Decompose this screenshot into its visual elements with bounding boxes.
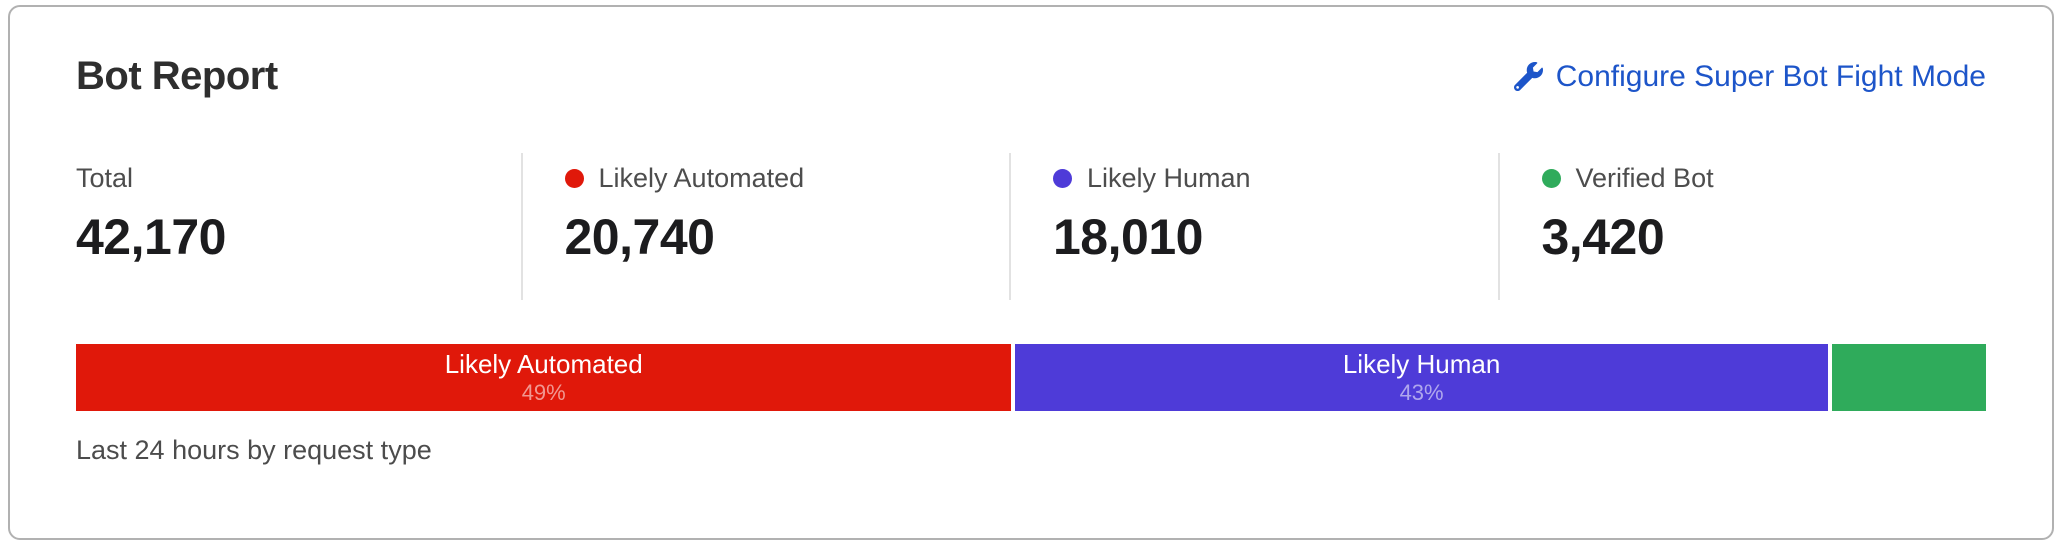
stats-row: Total 42,170 Likely Automated 20,740 Lik… [76, 153, 1986, 300]
bar-segment-text: Likely Automated 49% [445, 349, 643, 407]
stat-verified-bot-label: Verified Bot [1541, 163, 1987, 194]
stat-label-text: Likely Human [1087, 163, 1251, 193]
card-title: Bot Report [76, 54, 278, 98]
stat-verified-bot-value: 3,420 [1541, 209, 1665, 265]
stat-total-value: 42,170 [76, 209, 226, 265]
stat-likely-human: Likely Human 18,010 [1009, 153, 1498, 300]
stat-label-text: Verified Bot [1575, 163, 1714, 193]
time-range-caption: Last 24 hours by request type [76, 435, 432, 465]
bar-segment-likely-automated: Likely Automated 49% [76, 344, 1012, 411]
stat-verified-bot: Verified Bot 3,420 [1497, 153, 1987, 300]
bar-segment-percent: 43% [1399, 379, 1444, 405]
stat-label-text: Likely Automated [598, 163, 805, 193]
likely-automated-dot-icon [564, 169, 584, 188]
verified-bot-dot-icon [1541, 169, 1561, 188]
bar-segment-verified-bot: Verified Bot [1831, 344, 1986, 411]
bar-segment-likely-human: Likely Human 43% [1015, 344, 1828, 411]
bar-segment-percent: 49% [521, 379, 566, 405]
likely-human-dot-icon [1053, 169, 1072, 188]
bot-distribution-bar: Likely Automated 49% Likely Human 43% Ve… [76, 344, 1986, 411]
stat-label-text: Total [76, 163, 134, 193]
bar-segment-label: Likely Human [1342, 348, 1501, 379]
configure-link-label: Configure Super Bot Fight Mode [1555, 59, 1986, 93]
bar-segment-text: Likely Human 43% [1343, 349, 1501, 407]
wrench-icon [1513, 62, 1543, 91]
configure-super-bot-fight-mode-link[interactable]: Configure Super Bot Fight Mode [1513, 59, 1986, 94]
stat-likely-human-label: Likely Human [1053, 163, 1498, 194]
card-header: Bot Report Configure Super Bot Fight Mod… [76, 54, 1986, 99]
stat-total-label: Total [76, 163, 521, 194]
stat-likely-automated-label: Likely Automated [564, 163, 1010, 194]
bot-report-card: Bot Report Configure Super Bot Fight Mod… [8, 5, 2054, 540]
stat-total: Total 42,170 [76, 153, 521, 300]
stat-likely-automated-value: 20,740 [564, 209, 715, 265]
bar-segment-label: Likely Automated [444, 348, 643, 379]
stat-likely-human-value: 18,010 [1053, 209, 1203, 265]
stat-likely-automated: Likely Automated 20,740 [520, 153, 1010, 300]
